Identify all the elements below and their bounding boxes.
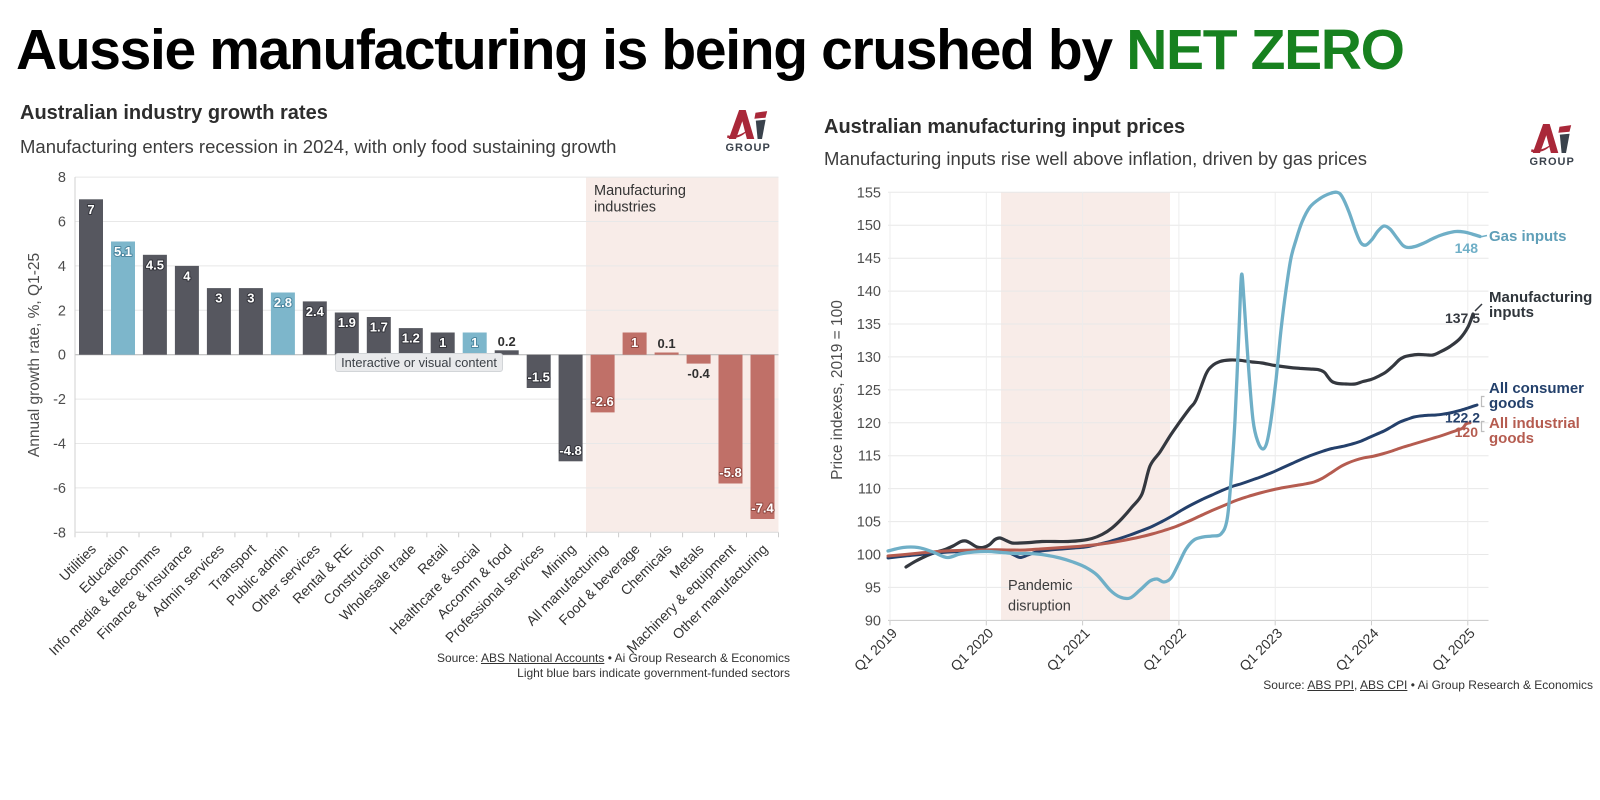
svg-text:-2.6: -2.6 [591,394,613,409]
svg-text:135: 135 [857,317,881,333]
svg-text:125: 125 [857,383,881,399]
svg-text:-4.8: -4.8 [559,443,581,458]
svg-text:0.2: 0.2 [498,334,516,349]
svg-text:110: 110 [858,482,881,498]
svg-text:-8: -8 [53,525,66,541]
svg-text:-7.4: -7.4 [751,501,774,516]
svg-text:-0.4: -0.4 [687,366,710,381]
svg-text:3: 3 [247,291,254,306]
svg-text:GROUP: GROUP [1530,156,1575,168]
svg-text:2.8: 2.8 [274,295,292,310]
svg-text:Q1 2021: Q1 2021 [1043,625,1092,674]
svg-text:148: 148 [1455,240,1479,256]
svg-text:-2: -2 [53,392,66,408]
svg-text:105: 105 [857,515,881,531]
svg-text:130: 130 [857,350,881,366]
svg-text:2: 2 [58,303,66,319]
svg-text:100: 100 [857,548,881,564]
svg-text:Annual growth rate, %, Q1-25: Annual growth rate, %, Q1-25 [26,253,43,457]
svg-text:6: 6 [58,215,66,231]
svg-text:150: 150 [857,218,881,234]
svg-text:-6: -6 [53,481,66,497]
svg-text:120: 120 [857,416,881,432]
svg-text:122.2: 122.2 [1445,410,1480,426]
svg-text:7: 7 [87,202,94,217]
svg-text:5.1: 5.1 [114,244,132,259]
svg-text:Q1 2024: Q1 2024 [1332,625,1381,674]
svg-text:115: 115 [858,449,881,465]
svg-text:industries: industries [594,200,656,216]
svg-text:145: 145 [857,251,881,267]
svg-text:90: 90 [865,613,881,629]
svg-text:Q1 2019: Q1 2019 [851,625,900,674]
svg-text:Q1 2020: Q1 2020 [947,625,996,674]
svg-text:95: 95 [865,580,881,596]
svg-text:1: 1 [631,335,638,350]
svg-text:Q1 2023: Q1 2023 [1236,625,1285,674]
svg-text:GROUP: GROUP [726,142,771,154]
svg-text:4: 4 [183,268,191,283]
svg-text:1.2: 1.2 [402,331,420,346]
svg-text:2.4: 2.4 [306,304,325,319]
svg-text:Q1 2022: Q1 2022 [1140,625,1189,674]
svg-text:140: 140 [857,284,881,300]
svg-text:4.5: 4.5 [146,257,164,272]
svg-text:1.7: 1.7 [370,320,388,335]
svg-text:137.5: 137.5 [1445,310,1480,326]
svg-text:Pandemic: Pandemic [1008,578,1072,594]
svg-text:-1.5: -1.5 [527,370,549,385]
svg-text:-4: -4 [53,437,66,453]
svg-text:0: 0 [58,348,66,364]
svg-text:120: 120 [1455,424,1479,440]
svg-text:Price indexes, 2019 = 100: Price indexes, 2019 = 100 [829,300,846,480]
svg-text:Q1 2025: Q1 2025 [1429,625,1478,674]
svg-text:1.9: 1.9 [338,315,356,330]
svg-text:disruption: disruption [1008,599,1071,615]
svg-text:3: 3 [215,291,222,306]
svg-text:-5.8: -5.8 [719,465,741,480]
svg-text:1: 1 [439,335,446,350]
svg-text:4: 4 [58,259,66,275]
svg-text:Manufacturing: Manufacturing [594,183,686,199]
svg-text:0.1: 0.1 [658,336,676,351]
svg-text:1: 1 [471,335,478,350]
svg-text:155: 155 [857,185,881,201]
svg-text:8: 8 [58,170,66,186]
